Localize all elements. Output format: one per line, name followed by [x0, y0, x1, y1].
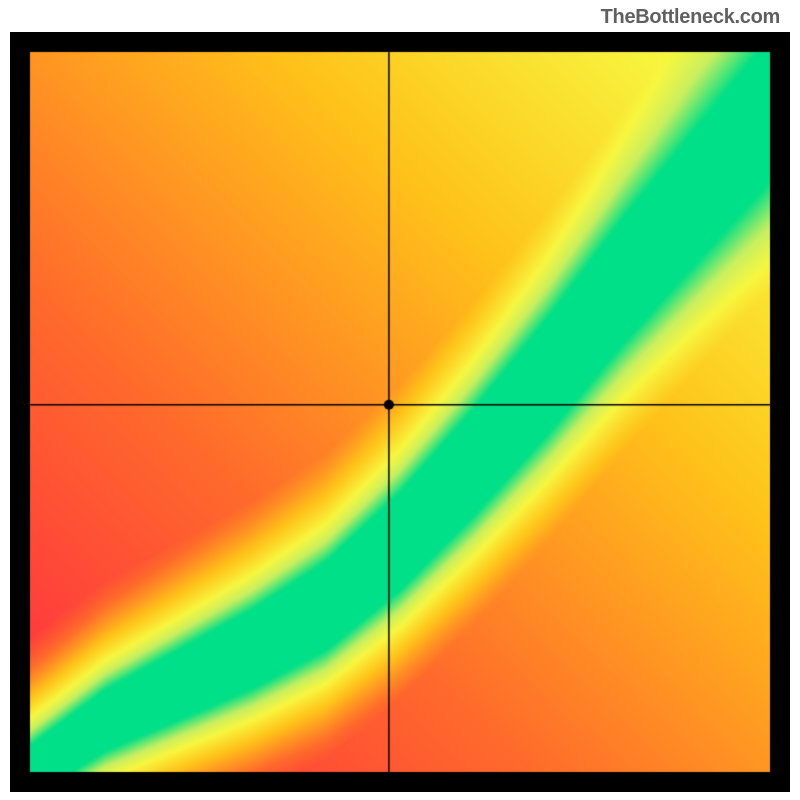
- plot-area: [10, 32, 790, 792]
- chart-container: TheBottleneck.com: [0, 0, 800, 800]
- attribution-text: TheBottleneck.com: [601, 6, 780, 29]
- overlay-canvas: [10, 32, 790, 792]
